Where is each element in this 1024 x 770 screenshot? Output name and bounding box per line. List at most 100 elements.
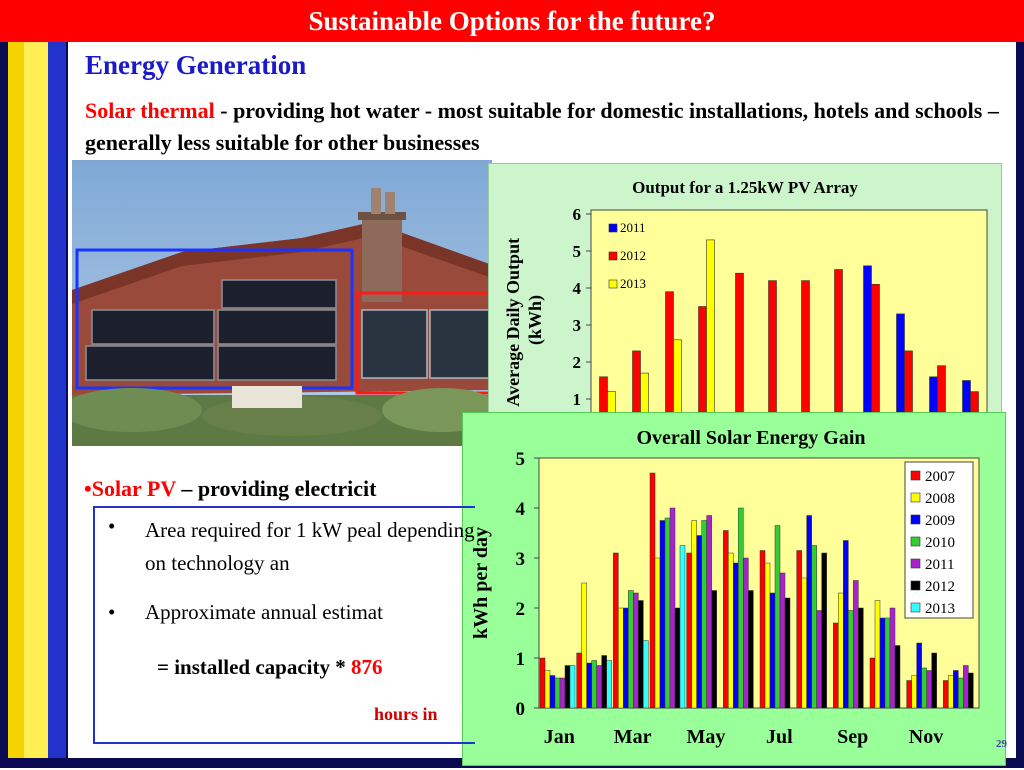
overall-ytick-label: 4: [516, 499, 526, 520]
hours-text: hours in: [374, 704, 438, 724]
overall-bar: [733, 562, 739, 709]
overall-bar: [559, 677, 566, 709]
formula-text: = installed capacity *: [157, 655, 351, 679]
pv-chart-title: Output for a 1.25kW PV Array: [632, 178, 858, 197]
overall-legend-swatch: [910, 470, 921, 481]
overall-legend-swatch: [910, 558, 921, 569]
section-heading: Energy Generation: [85, 50, 307, 80]
overall-bar: [581, 582, 587, 709]
overall-xtick-label: Nov: [909, 726, 943, 748]
pv-bar: [896, 313, 905, 427]
overall-ytick-label: 1: [516, 649, 526, 670]
overall-legend-label: 2011: [925, 557, 954, 573]
overall-bar: [889, 607, 896, 709]
overall-legend-label: 2008: [925, 491, 955, 507]
overall-bar: [638, 600, 644, 709]
overall-xtick-label: Sep: [837, 726, 868, 748]
pv-output-chart: Output for a 1.25kW PV Array Average Dai…: [488, 163, 1002, 427]
overall-legend-swatch: [910, 514, 921, 525]
overall-bar: [943, 680, 949, 709]
pv-ytick-label: 4: [573, 279, 582, 298]
overall-bar: [921, 667, 927, 709]
left-decorative-stripe: [0, 42, 68, 768]
overall-legend-label: 2012: [925, 579, 955, 595]
overall-bar: [623, 607, 629, 709]
overall-bar: [711, 590, 717, 709]
pv-ylabel: Average Daily Output (kWh): [503, 233, 546, 406]
overall-bar: [591, 660, 597, 709]
pv-ytick-label: 5: [573, 242, 582, 261]
pv-ylabel-line2: (kWh): [525, 295, 546, 345]
solar-pv-text: – providing electricit: [175, 476, 377, 501]
overall-legend-swatch: [910, 602, 921, 613]
overall-bar: [549, 675, 556, 709]
pv-ytick-label: 6: [573, 205, 582, 224]
overall-bar: [728, 552, 734, 709]
overall-legend-label: 2009: [925, 513, 955, 529]
overall-bar: [853, 580, 859, 709]
pv-bar: [706, 239, 715, 427]
overall-bar: [606, 660, 612, 709]
overall-ylabel: kWh per day: [470, 527, 492, 639]
overall-bar: [743, 557, 749, 709]
overall-bar: [869, 657, 876, 709]
overall-xtick-label: Jan: [544, 726, 575, 748]
slide-title: Sustainable Options for the future?: [0, 0, 1024, 42]
overall-bar: [926, 670, 932, 709]
formula-line: = installed capacity * 876: [157, 655, 382, 680]
overall-bar: [838, 592, 844, 709]
solar-thermal-label: Solar thermal: [85, 98, 215, 123]
overall-bar: [879, 617, 886, 709]
overall-bar: [948, 675, 954, 709]
overall-bar: [596, 665, 602, 709]
overall-bar: [686, 552, 692, 709]
overall-bar: [679, 545, 686, 709]
overall-bar: [649, 472, 656, 709]
overall-bar: [801, 577, 807, 709]
overall-solar-chart: Overall Solar Energy Gain kWh per day 5 4…: [462, 412, 1006, 766]
overall-bar: [764, 562, 771, 709]
overall-ytick-label: 3: [516, 549, 526, 570]
overall-chart-title: Overall Solar Energy Gain: [636, 427, 865, 449]
overall-bar: [963, 665, 969, 709]
overall-bar: [554, 677, 561, 709]
overall-bar: [906, 680, 912, 709]
overall-bar: [911, 675, 917, 709]
overall-xtick-label: May: [687, 726, 726, 748]
overall-bar: [931, 652, 937, 709]
overall-bar: [696, 535, 702, 709]
right-border: [1016, 42, 1024, 768]
overall-bar: [816, 610, 822, 709]
overall-bar: [884, 617, 891, 709]
overall-bar: [564, 665, 571, 709]
overall-bar: [654, 557, 661, 709]
bullet1-text: Area required for 1 kW peal depending on…: [145, 518, 475, 575]
overall-legend-swatch: [910, 492, 921, 503]
overall-bar: [701, 520, 707, 709]
overall-bar: [544, 670, 551, 709]
bullet2-text: Approximate annual estimat: [145, 600, 383, 624]
overall-bar: [643, 640, 649, 709]
overall-bar: [723, 530, 729, 709]
overall-bar: [659, 520, 666, 709]
overall-bar: [669, 507, 676, 709]
overall-ytick-label: 2: [516, 599, 526, 620]
pv-legend-label: 2011: [620, 220, 646, 235]
overall-bar: [539, 657, 546, 709]
pv-ytick-label: 2: [573, 353, 582, 372]
overall-bar: [848, 610, 854, 709]
pv-bar: [801, 280, 810, 427]
pv-ylabel-line1: Average Daily Output: [503, 238, 523, 407]
overall-bar: [843, 540, 849, 709]
pv-plot-area: [590, 209, 988, 427]
overall-bar: [769, 592, 776, 709]
pv-bar: [768, 280, 777, 427]
overall-bar: [874, 600, 881, 709]
overall-xtick-label: Jul: [766, 726, 793, 748]
overall-bar: [674, 607, 681, 709]
bullet-box: [93, 506, 475, 744]
overall-bar: [858, 607, 864, 709]
pv-legend-swatch: [608, 251, 618, 261]
overall-bar: [774, 525, 781, 709]
overall-bar: [664, 517, 671, 709]
